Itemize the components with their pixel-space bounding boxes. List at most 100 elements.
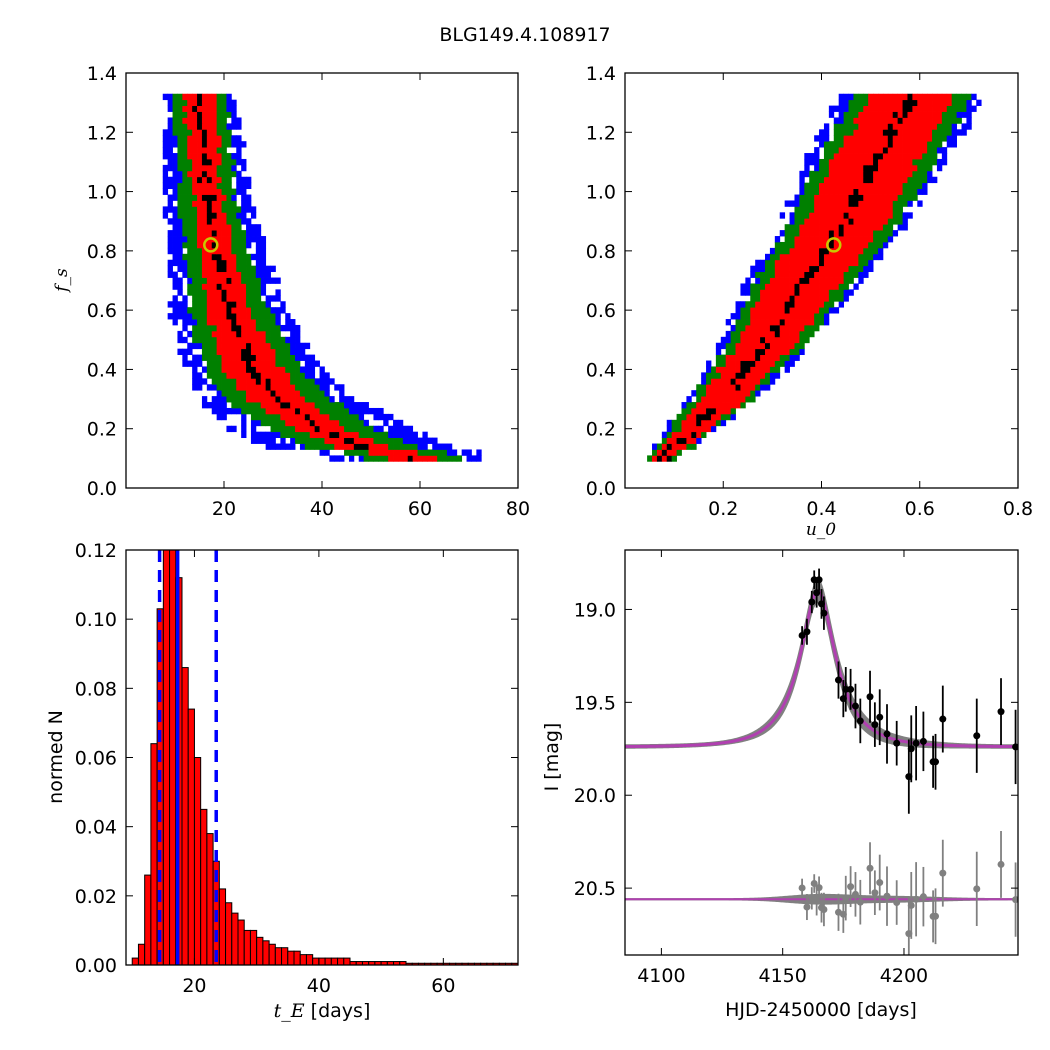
heatmap-cell <box>476 449 482 456</box>
histogram-bar <box>200 808 208 966</box>
heatmap-cell <box>206 153 213 160</box>
heatmap-cell <box>691 437 697 444</box>
heatmap-cell <box>976 99 982 107</box>
heatmap-cell <box>231 212 237 219</box>
heatmap-cell <box>241 402 247 409</box>
heatmap-cell <box>755 295 761 302</box>
heatmap-cell <box>720 342 727 350</box>
heatmap-cell <box>848 200 854 207</box>
heatmap-cell <box>715 372 722 379</box>
heatmap-cell <box>868 117 874 124</box>
heatmap-cell <box>961 129 967 136</box>
heatmap-cell <box>422 443 428 450</box>
heatmap-cell <box>353 431 360 439</box>
heatmap-cell <box>216 283 222 290</box>
heatmap-cell <box>838 253 845 261</box>
heatmap-cell <box>745 360 751 367</box>
heatmap-cell <box>192 360 198 367</box>
heatmap-cell <box>740 289 746 296</box>
heatmap-cell <box>799 277 805 284</box>
heatmap-cell <box>799 313 805 320</box>
heatmap-cell <box>412 449 418 456</box>
heatmap-cell <box>177 247 183 255</box>
heatmap-cell <box>774 259 781 267</box>
heatmap-cell <box>868 212 874 219</box>
heatmap-cell <box>740 330 746 338</box>
heatmap-cell <box>265 324 271 332</box>
heatmap-cell <box>696 431 702 439</box>
heatmap-cell <box>922 141 928 148</box>
heatmap-cell <box>760 348 766 356</box>
heatmap-cell <box>201 206 208 213</box>
heatmap-cell <box>206 176 213 184</box>
heatmap-cell <box>226 289 232 296</box>
heatmap-cell <box>309 402 316 409</box>
histogram-bar <box>169 549 177 966</box>
heatmap-cell <box>701 413 707 421</box>
heatmap-cell <box>922 153 928 160</box>
heatmap-cell <box>897 206 903 213</box>
heatmap-cell <box>941 158 948 166</box>
heatmap-cell <box>765 348 771 356</box>
heatmap-cell <box>877 230 884 237</box>
heatmap-cell <box>809 218 815 225</box>
heatmap-cell <box>843 105 849 112</box>
heatmap-cell <box>172 93 178 101</box>
heatmap-cell <box>329 431 335 439</box>
heatmap-cell <box>206 206 213 213</box>
heatmap-cell <box>255 390 262 397</box>
heatmap-cell <box>275 366 281 373</box>
heatmap-cell <box>892 93 899 101</box>
heatmap-cell <box>760 372 766 379</box>
heatmap-cell <box>201 129 208 136</box>
heatmap-cell <box>314 443 320 450</box>
heatmap-cell <box>231 295 237 302</box>
heatmap-cell <box>236 271 242 278</box>
heatmap-cell <box>823 313 830 320</box>
heatmap-cell <box>250 230 257 237</box>
heatmap-cell <box>902 200 908 207</box>
heatmap-cell <box>348 396 355 403</box>
y-tick-label: 0.0 <box>87 478 117 500</box>
heatmap-cell <box>750 360 756 367</box>
heatmap-cell <box>236 247 242 255</box>
heatmap-cell <box>715 384 722 391</box>
heatmap-cell <box>187 93 193 101</box>
heatmap-cell <box>221 271 227 278</box>
heatmap-cell <box>828 188 835 195</box>
heatmap-cell <box>740 402 746 409</box>
heatmap-cell <box>828 271 835 278</box>
heatmap-cell <box>412 431 418 439</box>
heatmap-cell <box>863 141 869 148</box>
heatmap-cell <box>177 105 183 112</box>
heatmap-cell <box>838 129 845 136</box>
heatmap-cell <box>877 99 884 107</box>
heatmap-cell <box>765 378 771 385</box>
heatmap-cell <box>270 330 276 338</box>
heatmap-cell <box>417 443 423 450</box>
heatmap-cell <box>285 313 291 320</box>
heatmap-cell <box>216 330 222 338</box>
heatmap-cell <box>241 182 247 190</box>
heatmap-cell <box>720 366 727 373</box>
heatmap-cell <box>265 437 271 444</box>
residual-point <box>997 860 1005 868</box>
heatmap-cell <box>275 384 281 391</box>
heatmap-cell <box>353 449 360 456</box>
heatmap-cell <box>197 182 203 190</box>
heatmap-cell <box>760 307 766 314</box>
heatmap-cell <box>211 336 218 344</box>
heatmap-cell <box>201 330 208 338</box>
heatmap-cell <box>368 449 374 456</box>
heatmap-cell <box>226 182 232 190</box>
heatmap-cell <box>892 147 899 154</box>
heatmap-cell <box>755 372 761 379</box>
heatmap-cell <box>794 307 800 314</box>
heatmap-cell <box>877 129 884 136</box>
heatmap-cell <box>206 259 213 267</box>
heatmap-cell <box>779 289 786 296</box>
heatmap-cell <box>182 200 188 207</box>
heatmap-cell <box>858 241 864 249</box>
heatmap-cell <box>730 360 736 367</box>
heatmap-cell <box>172 247 178 255</box>
